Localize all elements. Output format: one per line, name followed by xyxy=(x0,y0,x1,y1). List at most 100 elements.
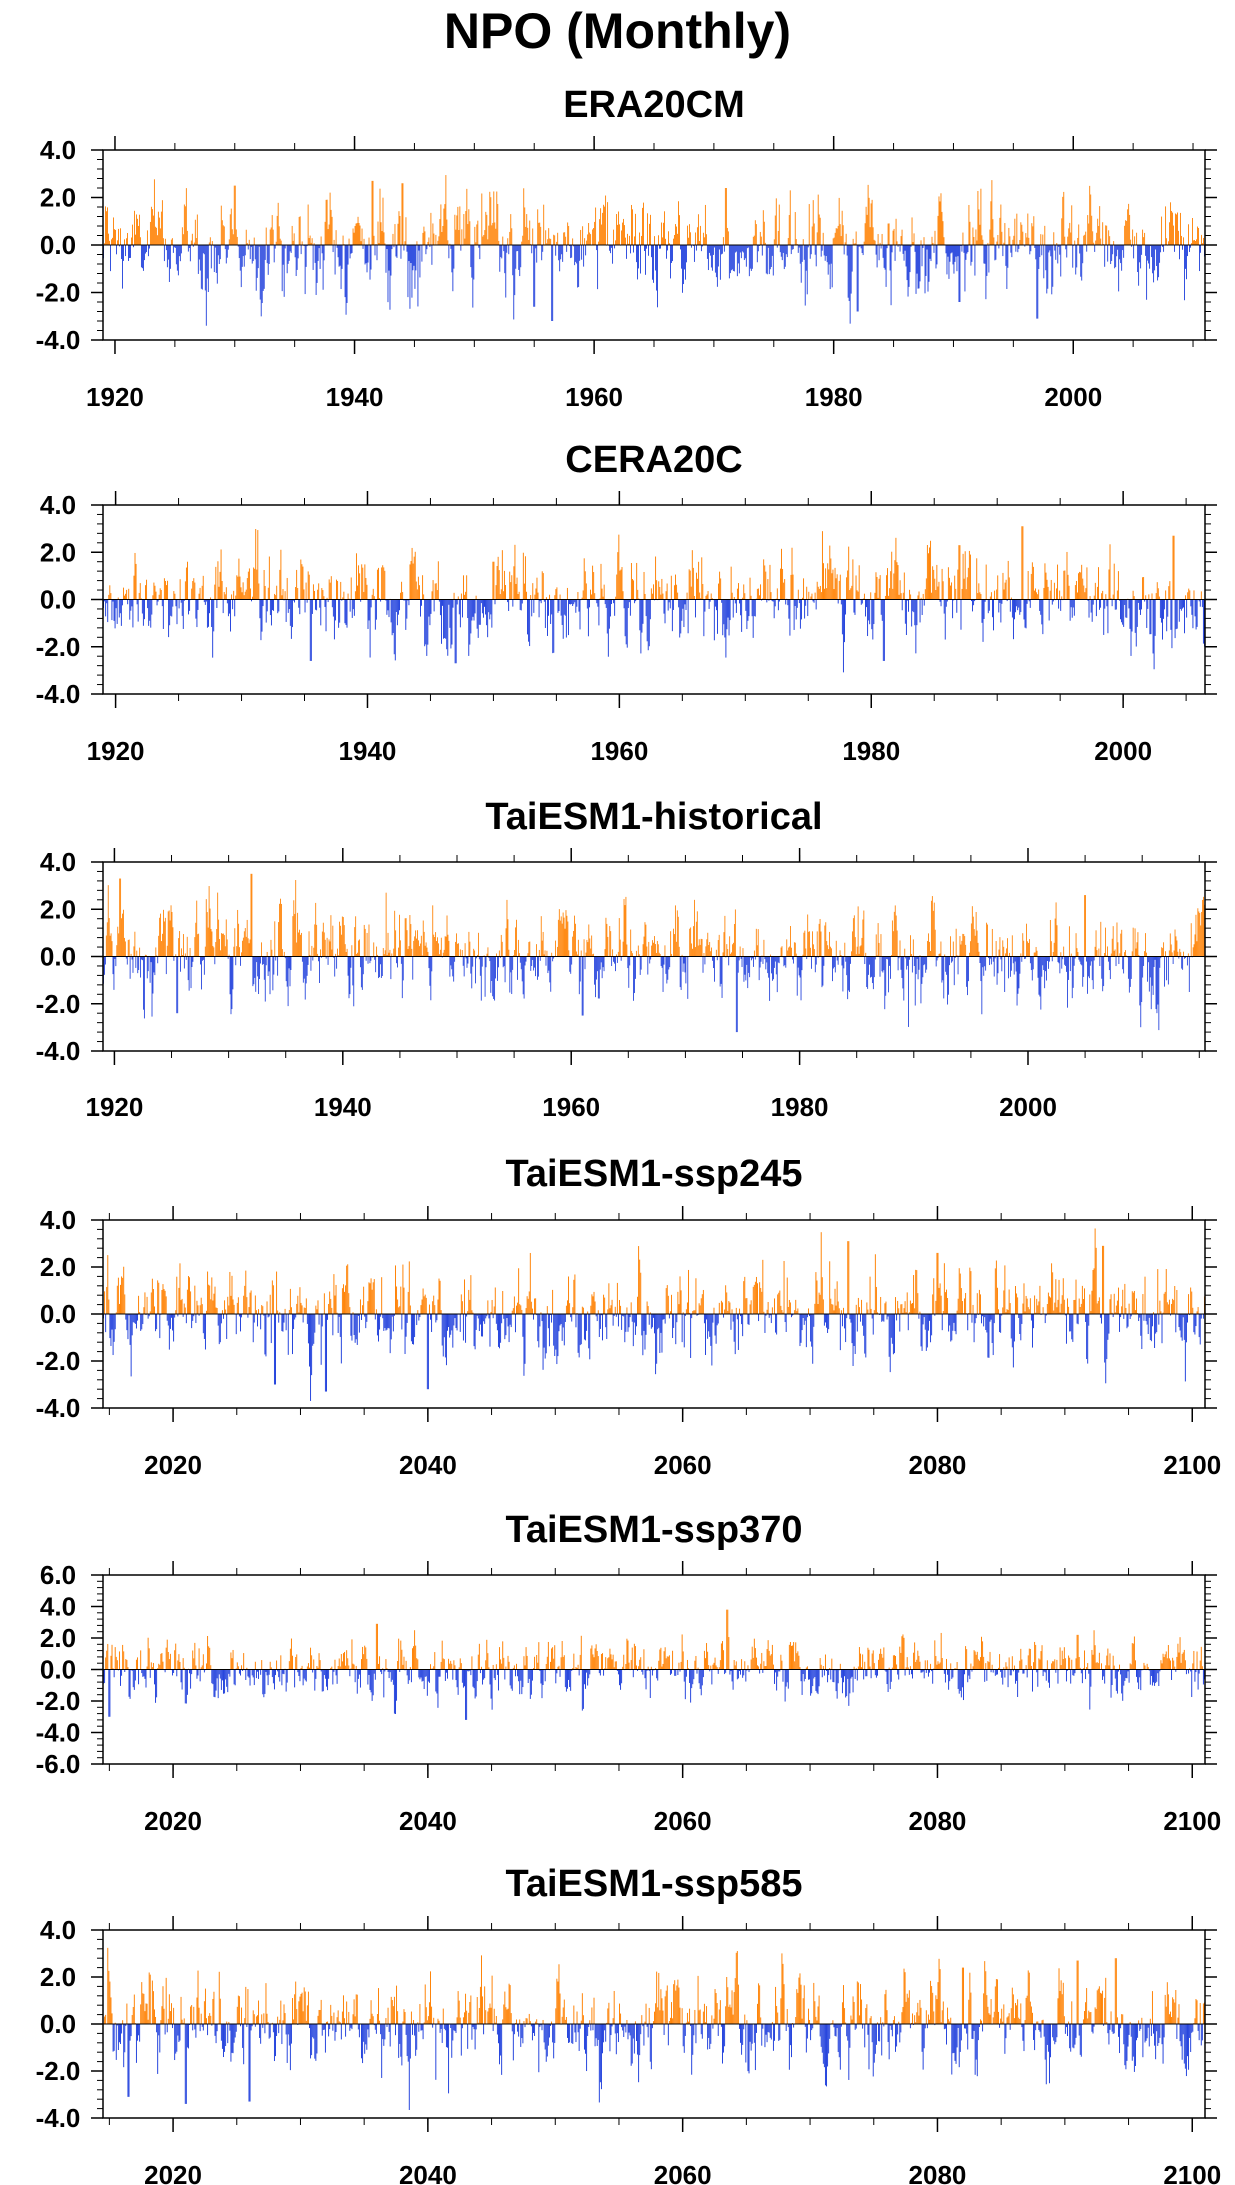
bar xyxy=(987,599,989,614)
bar xyxy=(1081,956,1083,966)
bar xyxy=(1086,245,1088,252)
bar xyxy=(987,924,988,957)
bar xyxy=(1047,956,1048,961)
bar xyxy=(681,1314,683,1343)
bar xyxy=(336,1312,338,1314)
bar xyxy=(646,245,647,249)
bar xyxy=(723,932,725,957)
bar xyxy=(1159,245,1161,263)
bar xyxy=(261,245,263,304)
bar xyxy=(401,956,403,999)
bar xyxy=(273,1669,275,1690)
bar xyxy=(502,956,504,968)
bar xyxy=(133,946,135,957)
bar xyxy=(865,1314,867,1358)
bar xyxy=(146,1296,148,1314)
bar xyxy=(114,1647,116,1670)
bar xyxy=(296,245,298,270)
bar xyxy=(285,1314,287,1331)
bar xyxy=(401,183,403,245)
bar xyxy=(216,929,218,957)
bar xyxy=(787,238,789,245)
bar xyxy=(968,204,970,245)
bar xyxy=(1136,232,1138,245)
bar xyxy=(667,245,668,251)
bar xyxy=(597,1310,599,1314)
bar xyxy=(654,236,655,245)
bar xyxy=(889,245,891,271)
bar xyxy=(1159,1300,1161,1314)
bar xyxy=(854,599,856,615)
bar xyxy=(418,585,420,600)
bar xyxy=(413,245,415,266)
bar xyxy=(186,230,188,245)
bar xyxy=(416,589,418,600)
bar xyxy=(906,245,908,281)
bar xyxy=(1154,956,1156,960)
bar xyxy=(951,245,953,253)
bar xyxy=(648,245,649,256)
bar xyxy=(764,956,766,960)
bar xyxy=(353,956,355,1007)
bar xyxy=(721,599,723,603)
bar xyxy=(351,945,353,957)
bar xyxy=(869,956,870,965)
bar xyxy=(999,599,1001,603)
bar xyxy=(422,1288,424,1314)
bar xyxy=(930,540,932,600)
bar xyxy=(541,571,543,600)
bar xyxy=(919,599,921,623)
bar xyxy=(1086,567,1088,600)
bar xyxy=(595,207,597,245)
bar xyxy=(1171,1303,1173,1314)
bar xyxy=(281,1314,283,1332)
bar xyxy=(562,599,564,639)
bar xyxy=(497,556,499,600)
bar xyxy=(902,1312,904,1314)
bar xyxy=(134,552,136,600)
bar xyxy=(549,238,551,245)
bar xyxy=(198,1314,200,1316)
bar xyxy=(747,1314,749,1325)
bar xyxy=(134,931,136,957)
bar xyxy=(679,956,681,988)
bar xyxy=(782,245,784,253)
bar xyxy=(484,1314,486,1324)
bar xyxy=(1005,245,1007,266)
bar xyxy=(319,245,321,269)
bar xyxy=(274,245,276,249)
bar xyxy=(823,956,825,966)
bar xyxy=(173,245,175,248)
bar xyxy=(111,239,112,245)
bar xyxy=(789,946,791,957)
bar xyxy=(619,939,621,957)
bar xyxy=(957,1298,959,1314)
bar xyxy=(661,222,662,245)
bar xyxy=(733,245,735,272)
bar xyxy=(757,245,759,252)
bar xyxy=(763,1311,765,1314)
bar xyxy=(1059,956,1061,974)
bar xyxy=(1066,245,1068,258)
bar xyxy=(657,245,658,308)
bar xyxy=(415,930,417,957)
bar xyxy=(582,590,584,600)
bar xyxy=(871,199,873,245)
bar xyxy=(374,1314,376,1320)
bar xyxy=(1001,599,1003,604)
bar xyxy=(710,593,712,600)
bar xyxy=(949,1314,951,1326)
bar xyxy=(399,940,401,957)
bar xyxy=(851,931,853,957)
bar xyxy=(841,210,843,245)
bar xyxy=(487,1300,489,1314)
bar xyxy=(185,567,187,600)
bar xyxy=(195,1314,197,1324)
bar xyxy=(221,1310,223,1314)
bar xyxy=(1011,1314,1013,1348)
bar xyxy=(910,245,912,247)
bar xyxy=(932,242,934,245)
bar xyxy=(124,595,125,600)
bar xyxy=(179,1263,181,1314)
bar xyxy=(391,599,393,636)
